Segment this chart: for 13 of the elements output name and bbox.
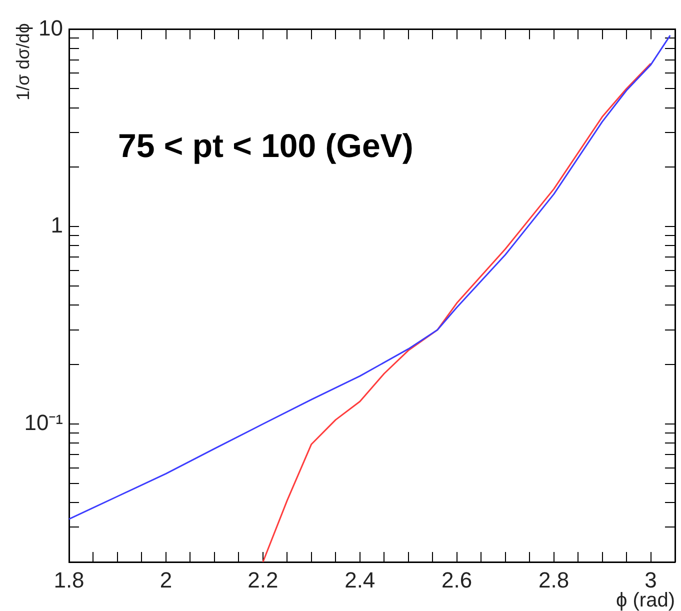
x-tick-label: 2.4: [344, 567, 376, 592]
x-axis-title: ϕ (rad): [616, 590, 675, 611]
y-tick-label: 1: [50, 212, 63, 238]
x-tick-label: 1.8: [54, 567, 84, 592]
x-tick-label: 3: [644, 567, 657, 592]
x-tick-label: 2.8: [538, 567, 570, 592]
y-tick-label: 10: [38, 15, 63, 40]
x-tick-label: 2: [160, 567, 172, 592]
annotation: 75 < pt < 100 (GeV): [118, 127, 414, 164]
x-tick-label: 2.6: [442, 567, 472, 592]
y-axis-title: 1/σ dσ/dϕ: [12, 23, 33, 101]
x-tick-label: 2.2: [248, 567, 278, 592]
y-tick-label: 10⁻¹: [24, 410, 63, 436]
